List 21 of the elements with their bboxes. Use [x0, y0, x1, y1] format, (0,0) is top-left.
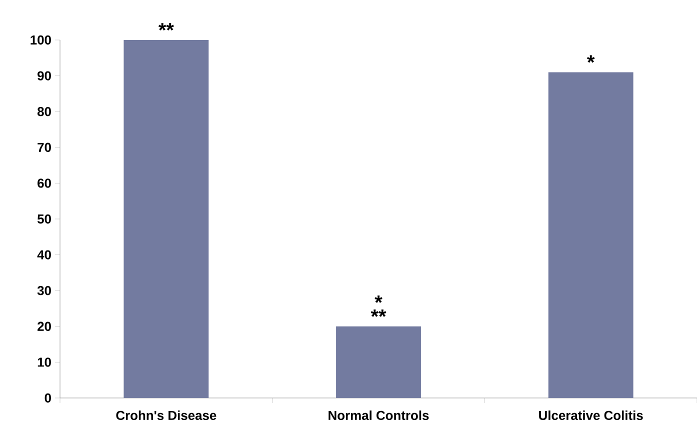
x-tick-label: Normal Controls	[328, 410, 429, 420]
y-tick-label: 50	[37, 214, 51, 224]
y-tick-label: 100	[30, 35, 51, 45]
y-tick-label: 90	[38, 71, 51, 80]
bar	[336, 326, 421, 398]
annotation: **	[158, 23, 174, 30]
bar	[548, 72, 634, 398]
y-tick-label: 30	[37, 286, 51, 296]
y-tick-label: 0	[44, 393, 51, 403]
y-tick-label: 20	[38, 322, 51, 331]
annotation: *	[587, 55, 595, 63]
x-tick-label: Ulcerative Colitis	[539, 410, 643, 420]
annotation: **	[370, 309, 386, 317]
y-tick-label: 10	[38, 358, 51, 367]
y-tick-label: 60	[38, 178, 51, 188]
y-tick-label: 80	[37, 107, 51, 116]
y-tick-label: 70	[38, 142, 51, 152]
bar	[124, 40, 209, 398]
annotation: *	[374, 295, 382, 303]
x-tick-label: Crohn's Disease	[116, 410, 216, 420]
y-tick-label: 40	[37, 250, 51, 260]
